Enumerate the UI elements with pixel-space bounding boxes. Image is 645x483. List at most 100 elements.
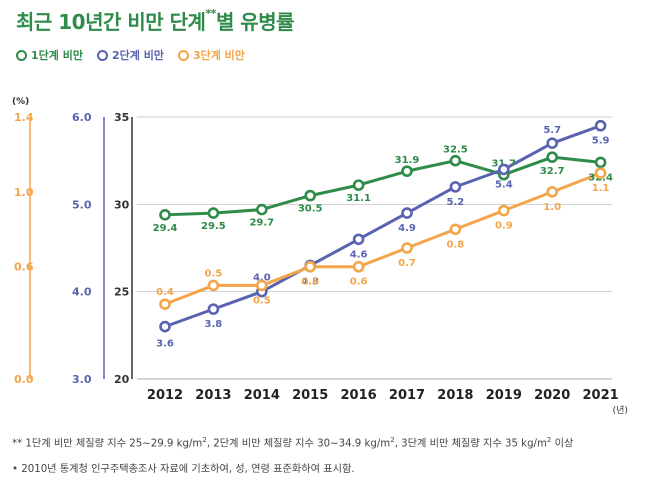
data-point-stage2-2020 <box>546 137 559 149</box>
data-point-stage2-2017 <box>401 207 413 219</box>
data-point-stage2-2012 <box>159 320 171 333</box>
data-point-stage3-2015 <box>304 260 317 273</box>
data-label-stage3-2014: 0.5 <box>253 295 271 306</box>
data-label-stage3-2013: 0.5 <box>205 268 223 279</box>
data-point-stage1-2014 <box>255 203 268 216</box>
data-point-stage3-2016 <box>352 260 365 273</box>
data-point-stage3-2017 <box>401 242 413 254</box>
title-end-text: 별 유병률 <box>215 10 295 34</box>
legend-marker-stage2 <box>96 49 108 61</box>
x-tick-label-2019: 2019 <box>486 388 522 403</box>
tick-label-stage2-3.0: 3.0 <box>72 373 92 386</box>
x-tick-label-2021: 2021 <box>583 388 619 403</box>
data-point-stage3-2013 <box>207 279 220 292</box>
data-label-stage1-2012: 29.4 <box>153 223 178 234</box>
x-unit-label: (년) <box>613 405 628 416</box>
footnote-part-a: ** 1단계 비만 체질량 지수 25~29.9 kg/m <box>12 438 203 450</box>
data-label-stage2-2018: 5.2 <box>447 197 465 208</box>
x-tick-label-2016: 2016 <box>341 388 377 403</box>
data-point-stage3-2012 <box>159 298 171 310</box>
data-point-stage2-2019 <box>497 163 510 176</box>
legend-marker-stage3 <box>177 49 189 61</box>
series-line-stage1 <box>164 155 601 217</box>
x-tick-label-2020: 2020 <box>534 388 570 403</box>
data-point-stage1-2013 <box>207 207 220 219</box>
data-point-stage1-2018 <box>449 154 462 167</box>
data-label-stage1-2017: 31.9 <box>395 155 420 166</box>
data-point-stage1-2012 <box>159 209 171 221</box>
data-label-stage1-2014: 29.7 <box>249 218 274 229</box>
x-tick-label-2012: 2012 <box>147 388 183 403</box>
data-point-stage1-2021 <box>594 156 607 169</box>
data-point-stage1-2016 <box>352 179 365 191</box>
title-text: 최근 10년간 비만 단계 <box>16 10 206 34</box>
data-label-stage2-2021: 5.9 <box>592 136 610 147</box>
legend-marker-stage1 <box>16 49 27 61</box>
legend-item-stage1: 1단계 비만 <box>16 47 83 63</box>
tick-label-stage1-20: 20 <box>114 373 130 386</box>
tick-label-stage3-1.0: 1.0 <box>14 186 34 199</box>
title-footnote-mark: ** <box>205 7 216 20</box>
footnote-part-c: , 3단계 비만 체질량 지수 35 kg/m <box>394 438 547 450</box>
footnote-bmi-definition: ** 1단계 비만 체질량 지수 25~29.9 kg/m2, 2단계 비만 체… <box>12 427 573 457</box>
x-tick-label-2014: 2014 <box>244 388 280 403</box>
data-label-stage2-2013: 3.8 <box>205 319 223 330</box>
data-point-stage3-2018 <box>449 223 462 236</box>
data-point-stage3-2019 <box>497 204 510 217</box>
y-unit-label: (%) <box>12 97 29 107</box>
data-label-stage3-2020: 1.0 <box>543 202 561 213</box>
tick-label-stage3-1.4: 1.4 <box>14 111 34 124</box>
data-point-stage3-2020 <box>546 186 559 198</box>
series-line-stage3 <box>164 171 602 306</box>
legend-label-stage1: 1단계 비만 <box>31 49 83 62</box>
data-point-stage2-2021 <box>594 119 607 132</box>
data-point-stage2-2018 <box>449 181 462 193</box>
data-label-stage2-2019: 5.4 <box>495 179 513 190</box>
tick-label-stage1-35: 35 <box>114 111 129 124</box>
x-tick-label-2015: 2015 <box>292 388 328 403</box>
data-label-stage3-2019: 0.9 <box>495 221 513 232</box>
data-point-stage1-2017 <box>401 165 413 177</box>
data-label-stage2-2017: 4.9 <box>398 223 416 234</box>
legend-item-stage2: 2단계 비만 <box>96 47 164 63</box>
data-label-stage1-2015: 30.5 <box>298 204 323 215</box>
legend: 1단계 비만 2단계 비만 3단계 비만 <box>16 47 245 63</box>
x-tick-label-2017: 2017 <box>389 388 425 403</box>
tick-label-stage3-0.0: 0.0 <box>14 373 34 386</box>
tick-label-stage2-6.0: 6.0 <box>72 111 92 124</box>
tick-label-stage3-0.6: 0.6 <box>14 261 34 274</box>
data-point-stage3-2021 <box>594 167 607 179</box>
tick-label-stage2-4.0: 4.0 <box>72 286 92 299</box>
tick-label-stage1-25: 25 <box>114 286 129 299</box>
data-label-stage3-2018: 0.8 <box>447 239 465 250</box>
x-tick-label-2013: 2013 <box>195 388 231 403</box>
data-label-stage2-2016: 4.6 <box>350 249 368 260</box>
data-label-stage3-2016: 0.6 <box>350 277 368 288</box>
data-label-stage2-2014: 4.0 <box>253 273 271 284</box>
legend-item-stage3: 3단계 비만 <box>177 47 245 63</box>
data-label-stage3-2017: 0.7 <box>398 258 416 269</box>
data-label-stage1-2018: 32.5 <box>443 145 468 156</box>
footnote-standardization: • 2010년 통계청 인구주택총조사 자료에 기초하여, 성, 연령 표준화하… <box>12 464 355 476</box>
data-label-stage3-2015: 0.6 <box>301 277 319 288</box>
tick-label-stage1-30: 30 <box>114 198 130 211</box>
footnote-part-b: , 2단계 비만 체질량 지수 30~34.9 kg/m <box>206 438 391 450</box>
chart-title: 최근 10년간 비만 단계**별 유병률 <box>16 6 295 35</box>
data-label-stage1-2020: 32.7 <box>540 166 565 177</box>
data-point-stage1-2020 <box>546 151 559 163</box>
footnotes: ** 1단계 비만 체질량 지수 25~29.9 kg/m2, 2단계 비만 체… <box>12 427 573 483</box>
series-line-stage2 <box>164 124 602 329</box>
data-label-stage1-2013: 29.5 <box>201 221 226 232</box>
data-label-stage1-2016: 31.1 <box>346 193 371 204</box>
data-point-stage1-2015 <box>304 189 317 202</box>
legend-label-stage3: 3단계 비만 <box>192 49 245 62</box>
data-point-stage3-2014 <box>255 279 268 292</box>
data-label-stage2-2015: 4.3 <box>301 276 319 287</box>
line-chart: (%) 0.0 0.6 1.0 1.4 3.0 4.0 5.0 6.0 20 25 30 35 2012 2… <box>12 97 628 416</box>
tick-label-stage2-5.0: 5.0 <box>72 198 92 211</box>
data-label-stage2-2020: 5.7 <box>543 125 561 136</box>
footnote-sup-a: 2 <box>202 436 207 444</box>
footnote-sup-b: 2 <box>390 436 395 444</box>
data-label-stage3-2012: 0.4 <box>156 287 174 298</box>
